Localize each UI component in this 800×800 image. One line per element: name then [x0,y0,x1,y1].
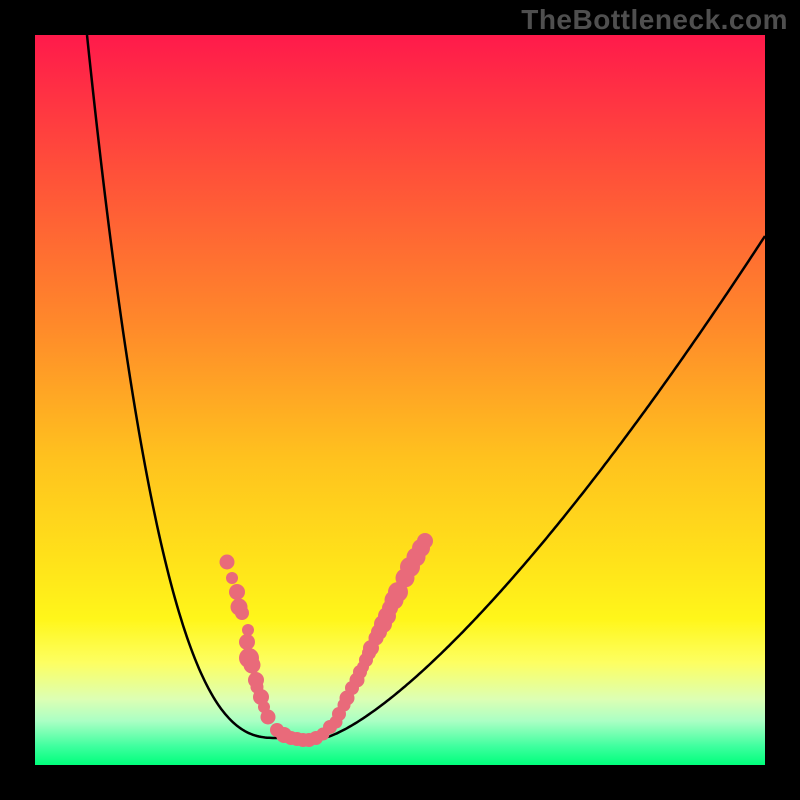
bottleneck-chart [0,0,800,800]
data-point [229,584,245,600]
data-point [226,572,238,584]
data-point [239,634,255,650]
watermark-text: TheBottleneck.com [521,4,788,36]
data-point [235,606,249,620]
gradient-background [35,35,765,765]
data-point [220,555,235,570]
data-point [417,533,433,549]
data-point [244,657,261,674]
data-point [261,710,276,725]
